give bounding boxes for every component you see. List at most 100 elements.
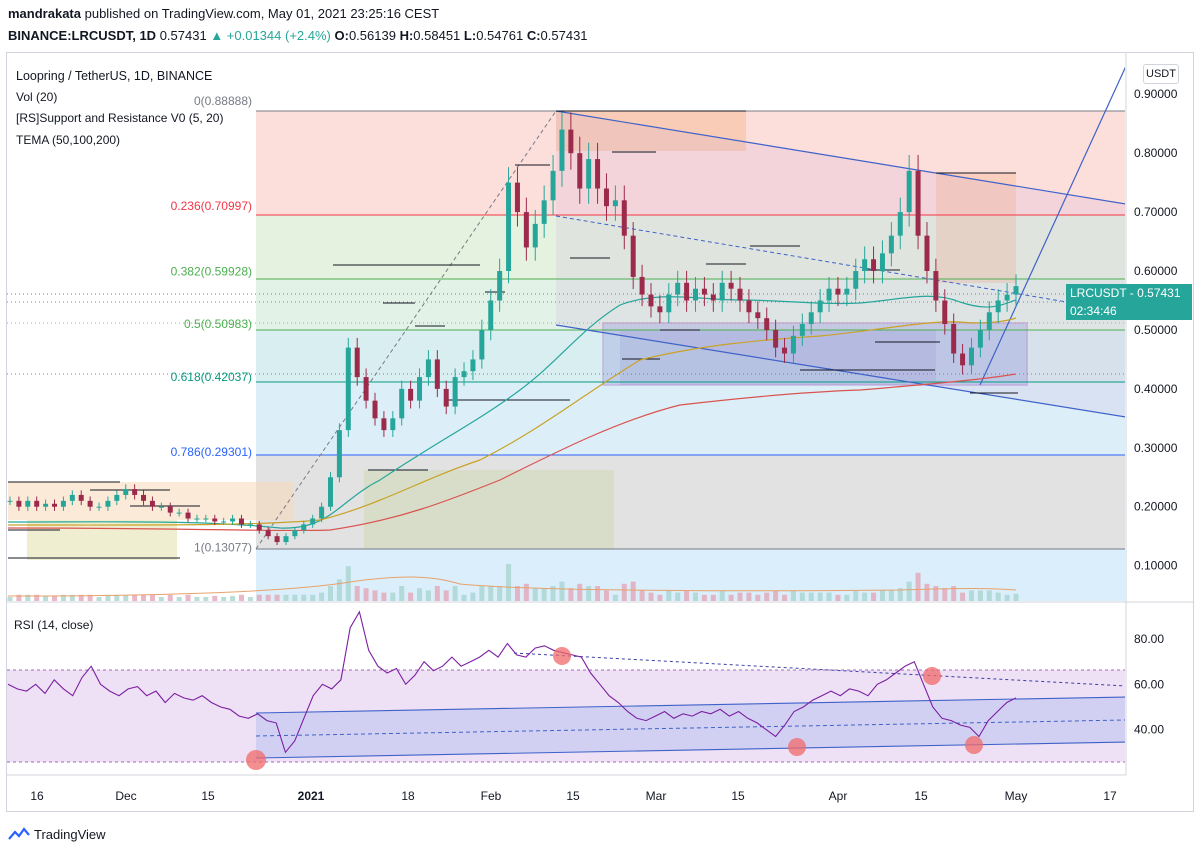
volume-bar bbox=[603, 590, 609, 601]
time-axis-label: 15 bbox=[914, 789, 928, 803]
ohlc-bar: BINANCE:LRCUSDT, 1D 0.57431 ▲ +0.01344 (… bbox=[8, 28, 588, 43]
volume-bar bbox=[648, 592, 654, 601]
candle-body bbox=[595, 159, 601, 189]
rsi-pane bbox=[7, 610, 1125, 770]
volume-bar bbox=[443, 590, 449, 601]
candle-body bbox=[283, 536, 289, 543]
fib-labels: 0(0.88888) 0.236(0.70997) 0.382(0.59928) 0.… bbox=[171, 94, 252, 555]
fib-level-label: 0(0.88888) bbox=[194, 94, 252, 108]
high-value: 0.58451 bbox=[413, 28, 461, 43]
time-axis[interactable]: 16 Dec 15 2021 18 Feb 15 Mar 15 Apr 15 May 17 bbox=[30, 789, 1117, 803]
time-axis-label: 15 bbox=[566, 789, 580, 803]
volume-bar bbox=[693, 592, 699, 601]
open-label: O: bbox=[334, 28, 349, 43]
fib-level-label: 0.618(0.42037) bbox=[171, 370, 252, 384]
candle-body bbox=[149, 500, 155, 507]
candle-body bbox=[737, 288, 743, 301]
candle-body bbox=[425, 359, 431, 378]
candle-body bbox=[132, 489, 138, 495]
candle-body bbox=[612, 200, 618, 207]
sr-legend[interactable]: [RS]Support and Resistance V0 (5, 20) bbox=[16, 111, 224, 125]
time-axis-label: 15 bbox=[731, 789, 745, 803]
volume-bar bbox=[639, 590, 645, 601]
symbol-legend[interactable]: Loopring / TetherUS, 1D, BINANCE bbox=[16, 69, 213, 83]
volume-bar bbox=[292, 594, 298, 601]
volume-bar bbox=[149, 594, 155, 601]
volume-bar bbox=[319, 592, 325, 601]
volume-bar bbox=[274, 594, 280, 601]
volume-legend[interactable]: Vol (20) bbox=[16, 90, 58, 104]
volume-bar bbox=[96, 597, 102, 601]
volume-bar bbox=[185, 594, 191, 601]
volume-bar bbox=[782, 594, 788, 601]
candle-body bbox=[630, 235, 636, 277]
volume-bar bbox=[87, 594, 93, 601]
volume-bar bbox=[488, 586, 494, 601]
volume-bar bbox=[799, 592, 805, 601]
candle-body bbox=[52, 503, 58, 507]
volume-bar bbox=[532, 588, 538, 601]
price-change: ▲ +0.01344 (+2.4%) bbox=[210, 28, 331, 43]
volume-bar bbox=[336, 579, 342, 601]
bar-countdown: 02:34:46 bbox=[1066, 302, 1192, 320]
volume-bar bbox=[381, 592, 387, 601]
volume-bar bbox=[835, 594, 841, 601]
price-axis-label: 0.40000 bbox=[1134, 382, 1178, 396]
volume-bar bbox=[310, 594, 316, 601]
candle-body bbox=[16, 500, 22, 507]
candle-body bbox=[167, 506, 173, 513]
volume-bar bbox=[363, 588, 369, 601]
volume-ma bbox=[7, 576, 1017, 597]
candle-body bbox=[443, 388, 449, 407]
volume-bar bbox=[141, 594, 147, 601]
price-axis-label: 0.50000 bbox=[1134, 323, 1178, 337]
publish-info: mandrakata published on TradingView.com,… bbox=[8, 6, 439, 21]
rsi-legend[interactable]: RSI (14, close) bbox=[14, 618, 94, 632]
volume-bar bbox=[301, 594, 307, 601]
volume-bar bbox=[773, 590, 779, 601]
time-axis-label: 16 bbox=[30, 789, 44, 803]
volume-bar bbox=[595, 586, 601, 601]
volume-bar bbox=[657, 594, 663, 601]
fib-level-label: 0.382(0.59928) bbox=[171, 264, 252, 278]
volume-bars bbox=[7, 564, 1019, 601]
candle-body bbox=[43, 503, 49, 507]
volume-bar bbox=[675, 592, 681, 601]
tema-legend[interactable]: TEMA (50,100,200) bbox=[16, 133, 121, 147]
volume-bar bbox=[194, 597, 200, 601]
candle-body bbox=[675, 282, 681, 295]
volume-bar bbox=[977, 590, 983, 601]
candle-body bbox=[87, 500, 93, 507]
volume-bar bbox=[888, 590, 894, 601]
candle-body bbox=[514, 182, 520, 213]
volume-bar bbox=[479, 586, 485, 601]
candle-body bbox=[559, 129, 565, 171]
volume-bar bbox=[372, 590, 378, 601]
candle-body bbox=[399, 388, 405, 419]
candle-body bbox=[915, 170, 921, 236]
candle-body bbox=[951, 324, 957, 354]
time-axis-label: 2021 bbox=[298, 789, 325, 803]
candle-body bbox=[274, 536, 280, 543]
price-axis[interactable]: 0.90000 0.80000 0.70000 0.60000 0.50000 0.400… bbox=[1134, 87, 1178, 572]
candle-body bbox=[746, 300, 752, 313]
low-value: 0.54761 bbox=[476, 28, 524, 43]
volume-bar bbox=[817, 592, 823, 601]
footer-brand[interactable]: TradingView bbox=[8, 826, 106, 842]
currency-button[interactable]: USDT bbox=[1143, 64, 1179, 84]
time-axis-label: May bbox=[1005, 789, 1028, 803]
candle-body bbox=[639, 276, 645, 295]
price-axis-label: 0.30000 bbox=[1134, 441, 1178, 455]
time-axis-label: 17 bbox=[1103, 789, 1117, 803]
price-axis-label: 0.70000 bbox=[1134, 205, 1178, 219]
rsi-axis[interactable]: 80.00 60.00 40.00 bbox=[1134, 632, 1164, 737]
candle-body bbox=[684, 282, 690, 301]
volume-bar bbox=[871, 592, 877, 601]
candle-body bbox=[933, 271, 939, 301]
volume-bar bbox=[764, 592, 770, 601]
candle-body bbox=[105, 500, 111, 507]
volume-bar bbox=[906, 581, 912, 601]
volume-bar bbox=[16, 594, 22, 601]
price-axis-label: 0.60000 bbox=[1134, 264, 1178, 278]
